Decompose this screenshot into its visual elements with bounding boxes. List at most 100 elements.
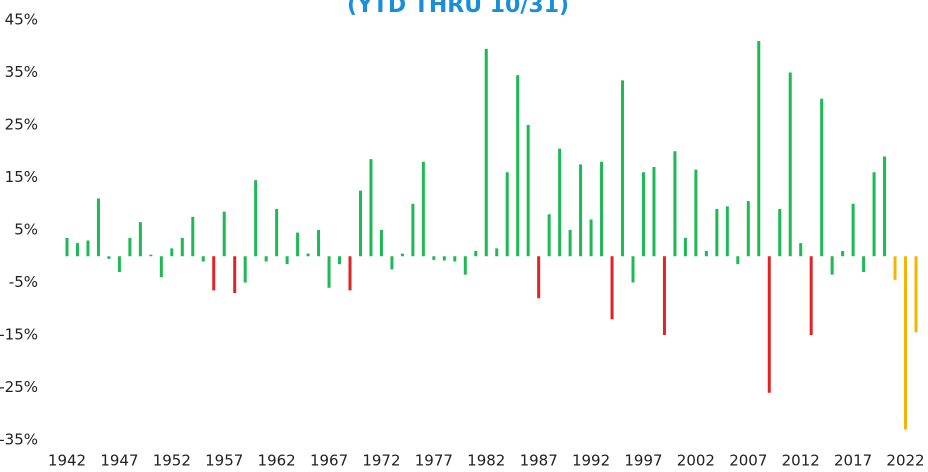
bar (463, 256, 467, 275)
bar (757, 41, 761, 257)
bar (841, 251, 845, 257)
x-tick-label: 1982 (467, 452, 505, 470)
bar (453, 256, 457, 262)
bar (243, 256, 247, 283)
bar (621, 80, 625, 257)
bar (149, 254, 153, 257)
bar (662, 256, 666, 335)
bar (254, 180, 258, 257)
bar (673, 151, 677, 257)
bar (746, 201, 750, 257)
bar (526, 125, 530, 257)
bar (285, 256, 289, 265)
bar (547, 214, 551, 257)
bar (191, 216, 195, 257)
bar (725, 206, 729, 257)
bar (683, 237, 687, 257)
bar (568, 230, 572, 257)
bar (600, 161, 604, 257)
bar (778, 209, 782, 257)
bar (904, 256, 908, 430)
bar (201, 256, 205, 262)
bar (432, 256, 436, 260)
bar (96, 198, 100, 257)
y-tick-label: -25% (0, 378, 38, 396)
x-tick-label: 1942 (48, 452, 86, 470)
bar (579, 164, 583, 257)
bar (128, 237, 132, 257)
bar (358, 190, 362, 257)
x-tick-label: 1992 (572, 452, 610, 470)
bar (558, 148, 562, 257)
bar (327, 256, 331, 288)
bar (641, 172, 645, 257)
y-tick-label: 15% (5, 168, 38, 186)
bar (495, 248, 499, 257)
x-tick-label: 2017 (834, 452, 872, 470)
bar (338, 256, 342, 265)
bar (851, 203, 855, 257)
bar (799, 243, 803, 257)
bar (830, 256, 834, 275)
bar (411, 203, 415, 257)
bar (180, 237, 184, 257)
bar (652, 167, 656, 257)
bar (736, 256, 740, 265)
bar (442, 256, 446, 261)
bar (233, 256, 237, 293)
bar (474, 251, 478, 257)
bar (212, 256, 216, 291)
bar (138, 222, 142, 257)
bar (296, 232, 300, 257)
x-tick-label: 2012 (782, 452, 820, 470)
x-tick-label: 2022 (886, 452, 924, 470)
bar (788, 72, 792, 257)
bar (86, 240, 90, 257)
y-tick-label: -15% (0, 326, 38, 344)
x-tick-label: 1952 (153, 452, 191, 470)
bar (348, 256, 352, 291)
bar (275, 209, 279, 257)
y-tick-label: 25% (5, 116, 38, 134)
bar (872, 172, 876, 257)
bar (390, 256, 394, 270)
x-tick-label: 1972 (362, 452, 400, 470)
bar (421, 161, 425, 257)
bar (631, 256, 635, 283)
y-tick-label: 35% (5, 63, 38, 81)
x-tick-label: 2007 (729, 452, 767, 470)
bar (159, 256, 163, 278)
bar (715, 209, 719, 257)
bar (914, 256, 918, 333)
bar (767, 256, 771, 393)
bar (809, 256, 813, 335)
bar (369, 159, 373, 257)
x-tick-label: 1987 (520, 452, 558, 470)
bar (379, 230, 383, 257)
bar (117, 256, 121, 272)
bar (400, 253, 404, 257)
bar (610, 256, 614, 320)
x-tick-label: 1977 (415, 452, 453, 470)
y-tick-label: -5% (9, 273, 38, 291)
bar (589, 219, 593, 257)
bar (484, 48, 488, 257)
bar (694, 169, 698, 257)
x-tick-label: 1997 (624, 452, 662, 470)
bar (107, 256, 111, 259)
bar (505, 172, 509, 257)
bar (883, 156, 887, 257)
bar (893, 256, 897, 280)
bar (306, 253, 310, 257)
chart-title: (YTD THRU 10/31) (347, 0, 569, 18)
bar (537, 256, 541, 299)
x-tick-label: 1967 (310, 452, 348, 470)
x-tick-label: 2002 (677, 452, 715, 470)
bar (264, 256, 268, 262)
y-tick-label: 45% (5, 11, 38, 29)
bar (170, 248, 174, 257)
bar (222, 211, 226, 257)
bar (704, 251, 708, 257)
bar (65, 237, 69, 257)
